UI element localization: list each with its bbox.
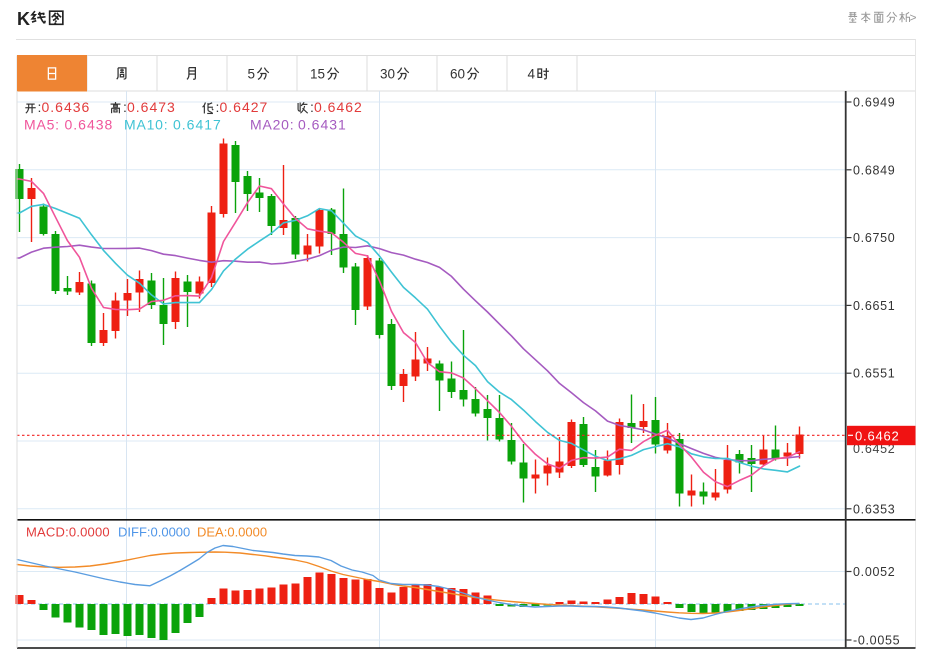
svg-text:0.0052: 0.0052 <box>853 565 895 579</box>
svg-text:0.6436: 0.6436 <box>42 99 91 115</box>
svg-text:30: 30 <box>380 67 395 82</box>
svg-text:>: > <box>910 11 917 25</box>
svg-text::: : <box>310 99 314 115</box>
svg-text::: : <box>38 99 42 115</box>
svg-text:0.6551: 0.6551 <box>853 367 895 381</box>
svg-text:0.6438: 0.6438 <box>65 117 114 133</box>
svg-text:0.6431: 0.6431 <box>298 117 347 133</box>
svg-text:0.6651: 0.6651 <box>853 299 895 313</box>
svg-text:DEA:0.0000: DEA:0.0000 <box>197 525 267 540</box>
svg-text:0.6452: 0.6452 <box>853 442 895 456</box>
svg-text::: : <box>123 99 127 115</box>
svg-text:0.6750: 0.6750 <box>853 231 895 245</box>
svg-text:0.6849: 0.6849 <box>853 163 895 177</box>
svg-text:0.6353: 0.6353 <box>853 502 895 516</box>
svg-text:MA10:: MA10: <box>124 117 168 133</box>
svg-text:4: 4 <box>528 67 536 82</box>
svg-text:0.6462: 0.6462 <box>855 428 900 443</box>
svg-text:MA5:: MA5: <box>24 117 60 133</box>
svg-text:0.6462: 0.6462 <box>314 99 363 115</box>
svg-text:-0.0055: -0.0055 <box>853 634 900 648</box>
svg-text:60: 60 <box>450 67 465 82</box>
svg-text:5: 5 <box>248 67 256 82</box>
svg-text:K: K <box>17 9 30 29</box>
svg-text:DIFF:0.0000: DIFF:0.0000 <box>118 525 190 540</box>
svg-text:15: 15 <box>310 67 325 82</box>
svg-text:0.6417: 0.6417 <box>173 117 222 133</box>
svg-text:MACD:0.0000: MACD:0.0000 <box>26 525 110 540</box>
svg-text:0.6473: 0.6473 <box>127 99 176 115</box>
svg-text:MA20:: MA20: <box>250 117 294 133</box>
svg-text:0.6949: 0.6949 <box>853 96 895 110</box>
svg-text:0.6427: 0.6427 <box>220 99 269 115</box>
svg-text::: : <box>216 99 220 115</box>
